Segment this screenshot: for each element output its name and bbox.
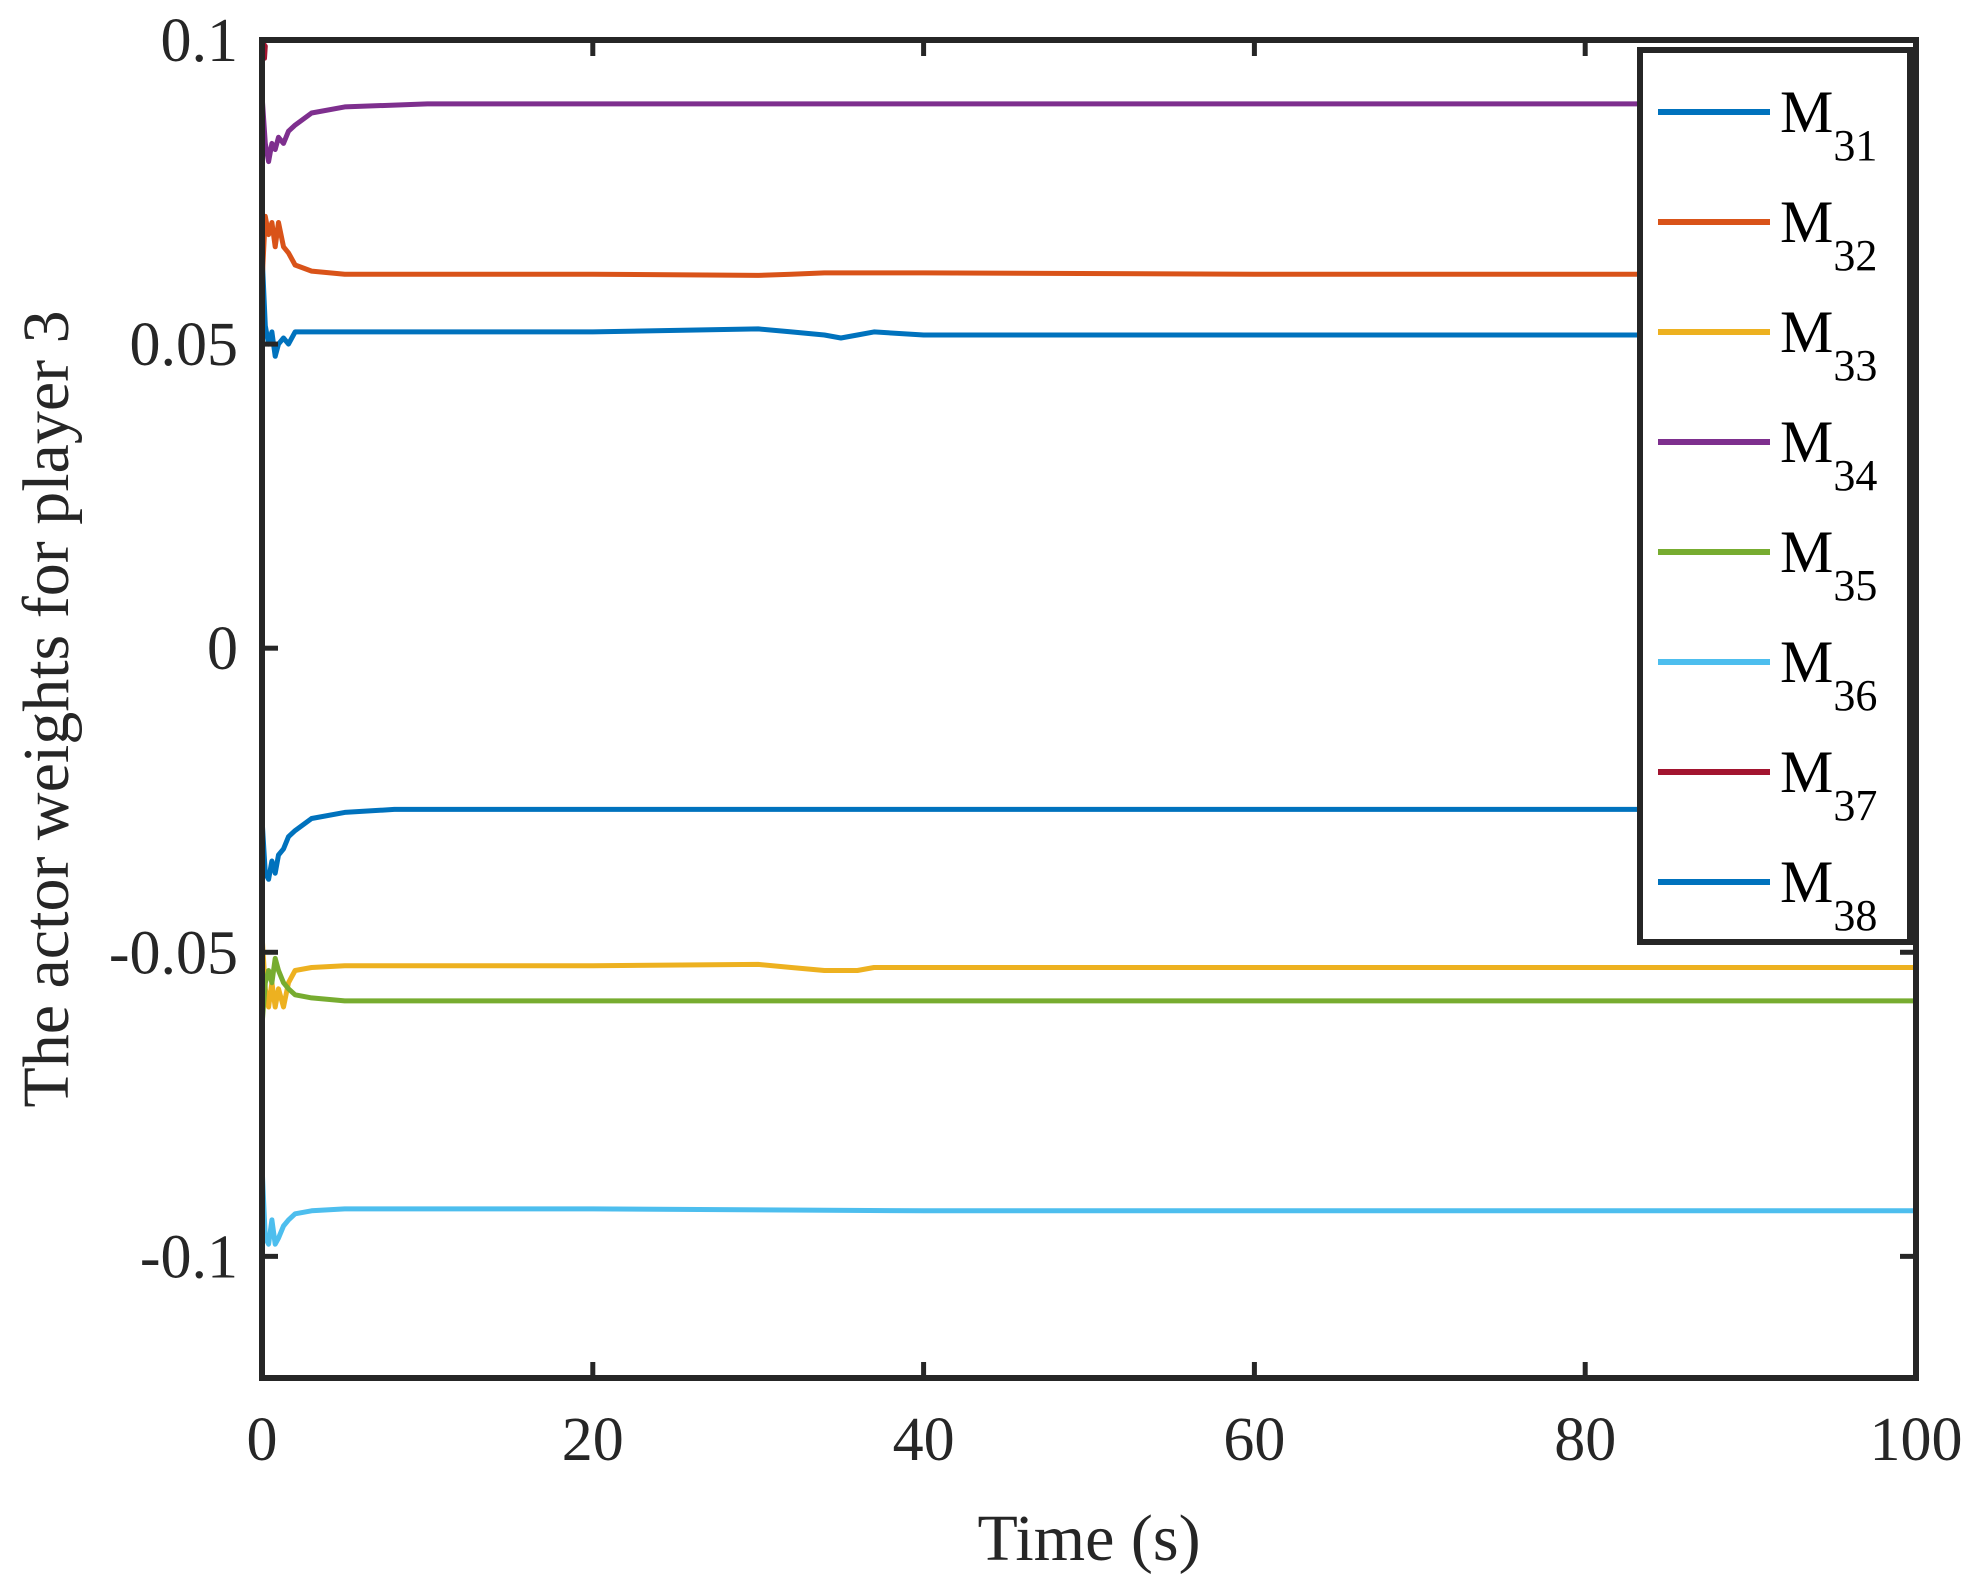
- series-line-m32: [262, 213, 1916, 286]
- y-axis-title: The actor weights for player 3: [10, 310, 83, 1107]
- legend-label-m33: M33: [1780, 299, 1877, 390]
- y-tick-label: 0.05: [130, 311, 239, 379]
- x-tick-label: 20: [562, 1406, 624, 1474]
- x-axis-title: Time (s): [977, 1502, 1200, 1575]
- y-axis-ticks: -0.1 -0.05 0 0.05 0.1: [109, 7, 1916, 1291]
- legend-label-m31: M31: [1780, 79, 1877, 170]
- x-tick-label: 60: [1223, 1406, 1285, 1474]
- x-tick-label: 0: [247, 1406, 278, 1474]
- series-line-m34: [262, 92, 1916, 165]
- legend-label-m32: M32: [1780, 189, 1877, 280]
- series-line-m33: [262, 931, 1916, 1010]
- legend-label-m35: M35: [1780, 519, 1877, 610]
- legend: M31 M32 M33 M34 M35 M36 M37 M38: [1637, 47, 1913, 945]
- legend-box: [1637, 47, 1913, 945]
- x-axis-ticks: 0 20 40 60 80 100: [247, 40, 1963, 1474]
- plot-frame: [259, 37, 1919, 1381]
- y-tick-label: 0: [207, 615, 238, 683]
- legend-label-m36: M36: [1780, 629, 1877, 720]
- y-tick-label: 0.1: [161, 7, 239, 75]
- legend-label-m38: M38: [1780, 849, 1877, 940]
- series-line-m36: [262, 1162, 1916, 1247]
- x-tick-label: 100: [1870, 1406, 1963, 1474]
- y-tick-label: -0.05: [109, 919, 238, 987]
- x-tick-label: 80: [1554, 1406, 1616, 1474]
- y-tick-label: -0.1: [140, 1223, 238, 1291]
- series-line-m31: [262, 250, 1916, 359]
- series-layer: [262, 40, 1916, 1247]
- series-line-m35: [262, 955, 1916, 1028]
- legend-label-m37: M37: [1780, 739, 1877, 830]
- x-tick-label: 40: [893, 1406, 955, 1474]
- legend-label-m34: M34: [1780, 409, 1877, 500]
- series-line-m38: [262, 806, 1916, 882]
